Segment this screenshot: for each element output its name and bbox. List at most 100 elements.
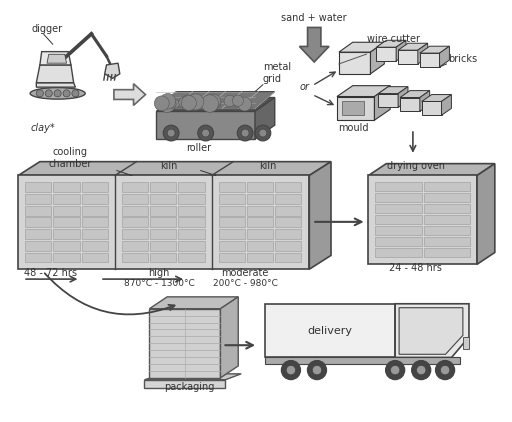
Polygon shape — [337, 86, 390, 97]
Bar — [219, 206, 245, 216]
Circle shape — [72, 90, 79, 97]
Text: delivery: delivery — [308, 326, 353, 335]
Polygon shape — [418, 43, 428, 64]
Bar — [178, 182, 205, 192]
Circle shape — [259, 129, 267, 137]
Bar — [81, 182, 108, 192]
Polygon shape — [420, 91, 430, 111]
Text: cooling
chamber: cooling chamber — [49, 147, 92, 168]
Bar — [275, 229, 302, 239]
Text: high: high — [148, 268, 170, 278]
Bar — [369, 176, 477, 264]
Bar — [247, 182, 273, 192]
Circle shape — [181, 95, 196, 110]
Polygon shape — [144, 374, 241, 380]
Polygon shape — [156, 92, 275, 108]
Text: kiln: kiln — [259, 160, 276, 170]
Bar — [424, 249, 470, 257]
Text: 24 - 48 hrs: 24 - 48 hrs — [390, 263, 442, 273]
Bar — [422, 101, 441, 115]
Bar — [150, 206, 177, 216]
Circle shape — [282, 361, 301, 379]
Text: or: or — [300, 81, 309, 92]
Circle shape — [163, 125, 179, 141]
Circle shape — [308, 361, 327, 379]
Circle shape — [45, 90, 52, 97]
Bar — [424, 193, 470, 203]
Text: digger: digger — [31, 24, 62, 34]
Bar — [247, 217, 273, 227]
Bar — [150, 229, 177, 239]
Polygon shape — [36, 65, 74, 83]
Bar — [150, 194, 177, 204]
Circle shape — [54, 90, 61, 97]
Polygon shape — [47, 54, 67, 63]
Bar — [275, 253, 302, 262]
Circle shape — [391, 365, 400, 375]
Bar — [375, 249, 422, 257]
Bar — [247, 206, 273, 216]
Polygon shape — [114, 84, 145, 106]
Circle shape — [312, 365, 322, 375]
Circle shape — [181, 95, 197, 111]
Circle shape — [210, 97, 221, 107]
Polygon shape — [36, 83, 75, 87]
Circle shape — [436, 361, 455, 379]
Bar — [150, 182, 177, 192]
Polygon shape — [441, 95, 452, 115]
Polygon shape — [439, 46, 450, 67]
Circle shape — [237, 125, 253, 141]
Polygon shape — [221, 297, 238, 378]
Bar — [53, 194, 80, 204]
Bar — [122, 217, 148, 227]
Bar — [53, 229, 80, 239]
Bar — [53, 182, 80, 192]
Bar — [247, 229, 273, 239]
Circle shape — [241, 129, 249, 137]
Bar — [122, 206, 148, 216]
Polygon shape — [398, 87, 408, 107]
Circle shape — [160, 94, 176, 109]
Circle shape — [154, 96, 169, 111]
Bar — [376, 47, 396, 61]
Circle shape — [238, 97, 251, 111]
Bar — [339, 52, 371, 74]
Polygon shape — [40, 51, 71, 65]
Bar — [342, 101, 364, 115]
Text: wire cutter: wire cutter — [367, 34, 420, 44]
Circle shape — [179, 97, 190, 108]
Bar — [219, 217, 245, 227]
Bar — [156, 111, 255, 139]
Bar — [25, 253, 51, 262]
Bar — [375, 182, 422, 192]
Polygon shape — [400, 91, 430, 97]
Polygon shape — [374, 86, 390, 120]
Bar — [150, 253, 177, 262]
Circle shape — [171, 100, 179, 108]
Bar — [219, 194, 245, 204]
Bar — [265, 357, 460, 364]
Circle shape — [412, 361, 431, 379]
Bar — [81, 253, 108, 262]
Polygon shape — [395, 304, 469, 357]
Text: sand + water: sand + water — [282, 13, 347, 22]
Bar — [53, 241, 80, 251]
Bar — [53, 217, 80, 227]
Bar — [150, 241, 177, 251]
Text: kiln: kiln — [160, 160, 178, 170]
Polygon shape — [422, 95, 452, 101]
Bar — [219, 241, 245, 251]
Circle shape — [416, 365, 426, 375]
Polygon shape — [339, 42, 385, 52]
Bar — [81, 194, 108, 204]
Circle shape — [201, 95, 219, 112]
Circle shape — [286, 365, 295, 375]
Bar — [424, 182, 470, 192]
Bar — [219, 253, 245, 262]
Bar — [375, 226, 422, 235]
Bar — [247, 253, 273, 262]
Bar — [247, 241, 273, 251]
Circle shape — [36, 90, 44, 97]
Circle shape — [202, 129, 209, 137]
Text: packaging: packaging — [164, 381, 214, 392]
